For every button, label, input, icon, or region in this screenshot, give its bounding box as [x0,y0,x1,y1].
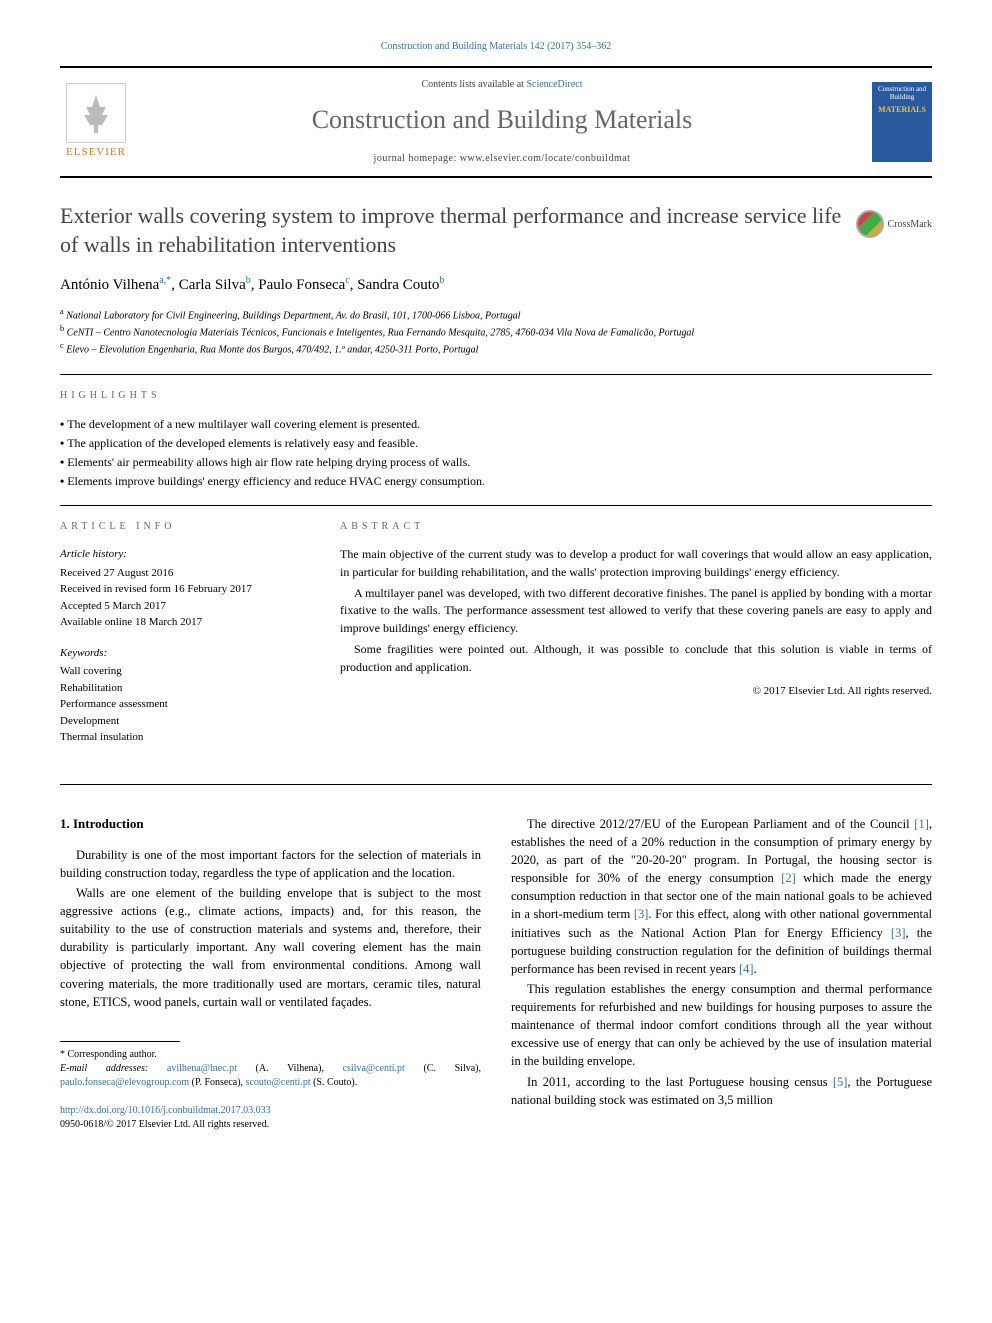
title-text: Exterior walls covering system to improv… [60,203,841,257]
citation-ref[interactable]: [5] [833,1075,848,1089]
authors-line: António Vilhenaa,*, Carla Silvab, Paulo … [60,274,932,296]
history-line: Received 27 August 2016 [60,565,300,582]
keyword: Thermal insulation [60,729,300,746]
body-paragraph: Durability is one of the most important … [60,846,481,882]
crossmark-icon [856,210,884,238]
citation-ref[interactable]: [2] [781,871,796,885]
keyword: Rehabilitation [60,680,300,697]
issn-line: 0950-0618/© 2017 Elsevier Ltd. All right… [60,1119,269,1130]
affiliations: a National Laboratory for Civil Engineer… [60,306,932,358]
journal-header: ELSEVIER Contents lists available at Sci… [60,66,932,178]
keyword: Development [60,713,300,730]
citation-ref[interactable]: [3] [891,926,906,940]
cover-materials: MATERIALS [876,104,928,115]
article-info-heading: ARTICLE INFO [60,520,300,534]
history-line: Accepted 5 March 2017 [60,598,300,615]
highlight-item: Elements' air permeability allows high a… [60,453,932,472]
keyword: Performance assessment [60,696,300,713]
homepage-url[interactable]: www.elsevier.com/locate/conbuildmat [460,153,631,164]
keywords-list: Wall coveringRehabilitationPerformance a… [60,663,300,746]
elsevier-logo: ELSEVIER [60,82,132,162]
body-paragraph: In 2011, according to the last Portugues… [511,1073,932,1109]
author: António Vilhenaa,* [60,277,171,293]
body-right-column: The directive 2012/27/EU of the European… [511,815,932,1132]
email-link[interactable]: csilva@centi.pt [343,1063,405,1074]
highlights-heading: HIGHLIGHTS [60,389,932,403]
corresponding-author: * Corresponding author. [60,1048,481,1062]
history-line: Received in revised form 16 February 201… [60,581,300,598]
divider [60,374,932,375]
article-history: Received 27 August 2016Received in revis… [60,565,300,631]
contents-line: Contents lists available at ScienceDirec… [148,78,856,92]
author: Carla Silvab [179,277,251,293]
body-paragraph: Walls are one element of the building en… [60,884,481,1011]
email-link[interactable]: avilhena@lnec.pt [167,1063,237,1074]
article-title: Exterior walls covering system to improv… [60,202,932,259]
cover-title: Construction and Building [876,86,928,101]
author: Sandra Coutob [357,277,444,293]
abstract-paragraph: Some fragilities were pointed out. Altho… [340,641,932,676]
highlights-list: The development of a new multilayer wall… [60,415,932,492]
homepage-line: journal homepage: www.elsevier.com/locat… [148,152,856,166]
email-link[interactable]: paulo.fonseca@elevogroup.com [60,1077,189,1088]
divider [60,784,932,785]
body-paragraph: The directive 2012/27/EU of the European… [511,815,932,978]
affiliation: a National Laboratory for Civil Engineer… [60,306,932,323]
footnote-rule [60,1041,180,1042]
elsevier-label: ELSEVIER [66,145,126,160]
footnotes: * Corresponding author. E-mail addresses… [60,1048,481,1090]
doi-link[interactable]: http://dx.doi.org/10.1016/j.conbuildmat.… [60,1105,271,1116]
abstract-heading: ABSTRACT [340,520,932,534]
article-history-heading: Article history: [60,546,300,563]
sciencedirect-link[interactable]: ScienceDirect [526,79,582,90]
affiliation: c Elevo – Elevolution Engenharia, Rua Mo… [60,340,932,357]
crossmark-label: CrossMark [888,218,932,231]
contents-prefix: Contents lists available at [421,79,526,90]
highlight-item: The application of the developed element… [60,434,932,453]
affiliation: b CeNTI – Centro Nanotecnologia Materiai… [60,323,932,340]
body-left-column: 1. Introduction Durability is one of the… [60,815,481,1132]
highlight-item: Elements improve buildings' energy effic… [60,472,932,491]
abstract-paragraph: A multilayer panel was developed, with t… [340,585,932,637]
citation-ref[interactable]: [3] [634,907,649,921]
email-addresses: E-mail addresses: avilhena@lnec.pt (A. V… [60,1062,481,1090]
homepage-prefix: journal homepage: [374,153,460,164]
elsevier-tree-icon [66,83,126,143]
abstract-copyright: © 2017 Elsevier Ltd. All rights reserved… [340,684,932,699]
history-line: Available online 18 March 2017 [60,614,300,631]
divider [60,505,932,506]
abstract-text: The main objective of the current study … [340,546,932,676]
citation-ref[interactable]: [4] [739,962,754,976]
bottom-meta: http://dx.doi.org/10.1016/j.conbuildmat.… [60,1104,481,1132]
citation-ref[interactable]: [1] [914,817,929,831]
keywords-heading: Keywords: [60,645,300,662]
email-link[interactable]: scouto@centi.pt [246,1077,311,1088]
body-paragraph: This regulation establishes the energy c… [511,980,932,1071]
journal-cover-thumbnail: Construction and Building MATERIALS [872,82,932,162]
citation-line: Construction and Building Materials 142 … [60,40,932,54]
crossmark-badge[interactable]: CrossMark [856,210,932,238]
journal-name: Construction and Building Materials [148,102,856,138]
highlight-item: The development of a new multilayer wall… [60,415,932,434]
intro-heading: 1. Introduction [60,815,481,834]
keyword: Wall covering [60,663,300,680]
email-label: E-mail addresses: [60,1063,148,1074]
abstract-paragraph: The main objective of the current study … [340,546,932,581]
author: Paulo Fonsecac [258,277,350,293]
